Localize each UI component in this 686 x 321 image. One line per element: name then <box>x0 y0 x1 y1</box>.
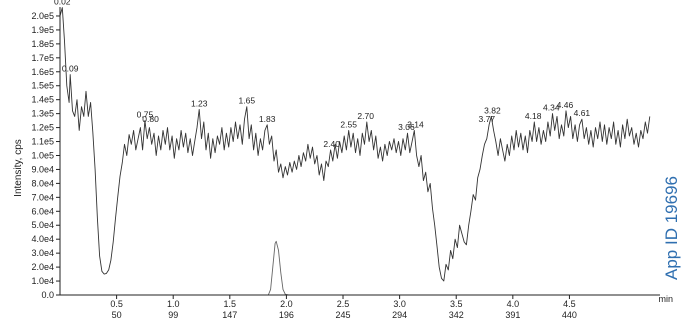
series-line-0 <box>59 7 651 282</box>
x-tick-sublabel: 245 <box>336 310 351 320</box>
x-tick-label: 2.5 <box>337 299 350 309</box>
y-tick-label: 1.8e5 <box>31 39 54 49</box>
y-tick-label: 2.0e4 <box>31 262 54 272</box>
y-tick-label: 1.4e5 <box>31 95 54 105</box>
y-tick-label: 1.2e5 <box>31 123 54 133</box>
y-axis-ticks: 0.0 1.0e4 2.0e4 3.0e4 4.0e4 5.0e4 6.0e4 7.0e4 8.… <box>31 11 60 300</box>
y-tick-label: 5.0e4 <box>31 220 54 230</box>
y-tick-label: 9.0e4 <box>31 164 54 174</box>
x-tick-label: 3.5 <box>450 299 463 309</box>
peak-label: 4.46 <box>557 100 574 110</box>
x-tick-sublabel: 440 <box>562 310 577 320</box>
x-tick-sublabel: 294 <box>392 310 407 320</box>
x-tick-sublabel: 147 <box>222 310 237 320</box>
peak-label: 3.82 <box>484 105 501 115</box>
peak-label: 0.09 <box>62 64 79 74</box>
x-tick-sublabel: 196 <box>279 310 294 320</box>
x-axis-unit: min <box>658 294 673 304</box>
peak-label: 3.14 <box>407 119 424 129</box>
x-tick-label: 4.5 <box>563 299 576 309</box>
y-tick-label: 4.0e4 <box>31 234 54 244</box>
peak-label: 3.77 <box>479 114 496 124</box>
x-tick-label: 1.5 <box>224 299 237 309</box>
y-tick-label: 2.0e5 <box>31 11 54 21</box>
y-tick-label: 1.5e5 <box>31 81 54 91</box>
series-line-1 <box>263 240 289 296</box>
peak-label: 0.80 <box>142 114 159 124</box>
peak-label: 0.75 <box>137 110 154 120</box>
peak-label: 4.34 <box>543 103 560 113</box>
plot-traces <box>59 7 651 296</box>
x-tick-sublabel: 50 <box>112 310 122 320</box>
y-tick-label: 6.0e4 <box>31 206 54 216</box>
peak-label: 2.70 <box>357 111 374 121</box>
peak-label: 2.40 <box>323 139 340 149</box>
y-tick-label: 1.3e5 <box>31 109 54 119</box>
x-tick-label: 0.5 <box>110 299 123 309</box>
y-tick-label: 1.6e5 <box>31 67 54 77</box>
x-tick-label: 4.0 <box>507 299 520 309</box>
y-tick-label: 1.9e5 <box>31 25 54 35</box>
x-tick-label: 3.0 <box>393 299 406 309</box>
x-tick-sublabel: 342 <box>449 310 464 320</box>
peak-label: 4.61 <box>574 108 591 118</box>
x-tick-sublabel: 99 <box>168 310 178 320</box>
peak-label: 3.06 <box>398 122 415 132</box>
peak-label: 1.65 <box>239 96 256 106</box>
y-tick-label: 1.0e5 <box>31 150 54 160</box>
peak-label: 1.23 <box>191 98 208 108</box>
peak-labels: 0.02 0.09 0.750.80 1.23 1.651.83 2.402.552.70… <box>54 0 590 149</box>
x-tick-label: 2.0 <box>280 299 293 309</box>
peak-label: 2.55 <box>340 119 357 129</box>
y-axis-title: Intensity, cps <box>13 139 24 197</box>
x-tick-sublabel: 391 <box>505 310 520 320</box>
app-id-label: App ID 19696 <box>662 176 681 280</box>
y-tick-label: 3.0e4 <box>31 248 54 258</box>
y-tick-label: 1.0e4 <box>31 276 54 286</box>
y-tick-label: 1.1e5 <box>31 137 54 147</box>
y-tick-label: 1.7e5 <box>31 53 54 63</box>
y-tick-label: 7.0e4 <box>31 192 54 202</box>
y-tick-label: 8.0e4 <box>31 178 54 188</box>
peak-label: 0.02 <box>54 0 71 7</box>
x-tick-label: 1.0 <box>167 299 180 309</box>
y-tick-label: 0.0 <box>41 290 54 300</box>
peak-label: 4.18 <box>525 111 542 121</box>
peak-label: 1.83 <box>259 114 276 124</box>
